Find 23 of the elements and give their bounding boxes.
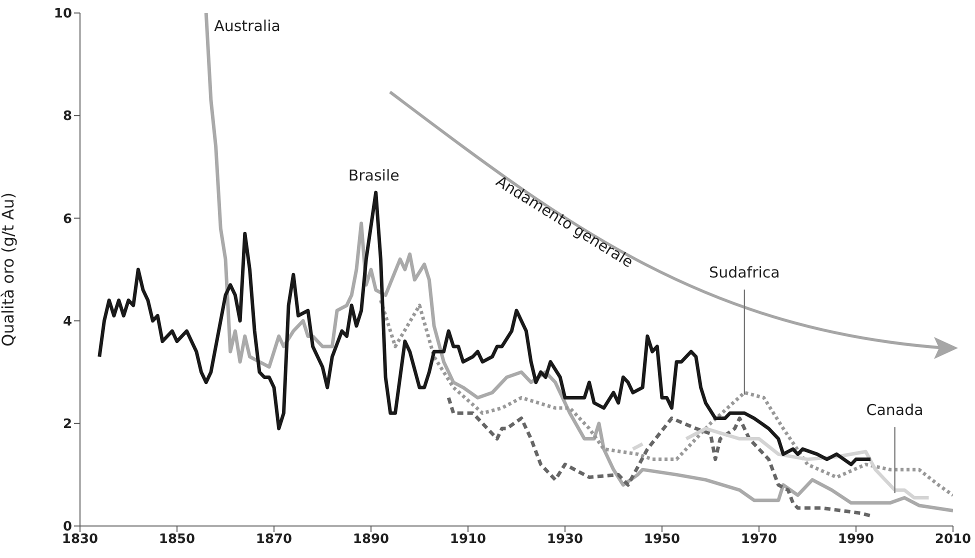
x-tick-label: 1890 [352, 532, 390, 548]
line-series [378, 298, 953, 497]
y-tick-label: 6 [62, 212, 72, 227]
y-axis-title: Qualità oro (g/t Au) [0, 192, 18, 346]
x-tick-label: 1850 [158, 532, 196, 548]
x-tick-label: 1870 [256, 532, 292, 548]
line-series [204, 13, 953, 512]
series-label: Brasile [348, 166, 400, 185]
x-tick-label: 1970 [740, 532, 778, 548]
y-tick-label: 2 [62, 417, 72, 432]
text: Sudafrica [709, 264, 780, 282]
x-tick-label: 1990 [838, 532, 874, 548]
y-tick-label: 0 [62, 520, 72, 535]
y-tick-label: 8 [62, 109, 72, 124]
x-tick-label: 2010 [934, 532, 972, 548]
series-label: Australia [214, 17, 280, 35]
x-tick-label: 1830 [62, 532, 98, 548]
x-tick-label: 1910 [450, 532, 486, 548]
y-tick-label: 4 [62, 314, 72, 330]
y-tick-label: 10 [54, 6, 72, 22]
x-tick-label: 1930 [546, 532, 584, 548]
text: Canada [866, 401, 924, 420]
x-tick-label: 1950 [644, 532, 680, 548]
